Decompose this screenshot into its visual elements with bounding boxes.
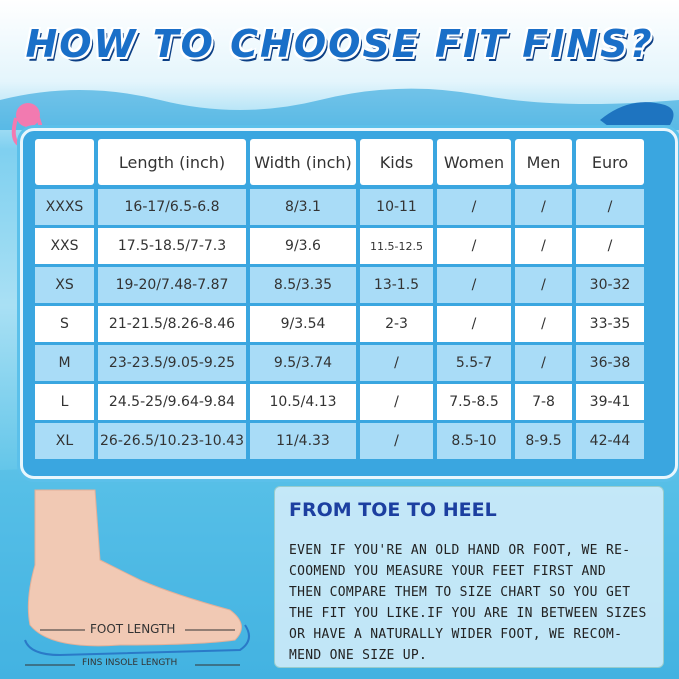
size-cell: XS bbox=[35, 267, 94, 303]
size-cell: M bbox=[35, 345, 94, 381]
table-cell: 33-35 bbox=[576, 306, 644, 342]
table-cell: / bbox=[360, 423, 433, 459]
header-cell bbox=[35, 139, 94, 185]
size-cell: L bbox=[35, 384, 94, 420]
panel-line: OR HAVE A NATURALLY WIDER FOOT, WE RECOM… bbox=[289, 627, 623, 642]
size-cell: S bbox=[35, 306, 94, 342]
table-cell: / bbox=[437, 306, 511, 342]
header-cell: Euro bbox=[576, 139, 644, 185]
title: HOW TO CHOOSE FIT FINS? bbox=[25, 22, 654, 66]
table-cell: 9.5/3.74 bbox=[250, 345, 356, 381]
table-cell: 9/3.6 bbox=[250, 228, 356, 264]
header-cell: Kids bbox=[360, 139, 433, 185]
table-cell: 2-3 bbox=[360, 306, 433, 342]
table-cell: / bbox=[515, 345, 572, 381]
panel-line: COOMEND YOU MEASURE YOUR FEET FIRST AND bbox=[289, 564, 606, 579]
table-cell: 17.5-18.5/7-7.3 bbox=[98, 228, 246, 264]
table-cell: / bbox=[437, 228, 511, 264]
table-cell: 21-21.5/8.26-8.46 bbox=[98, 306, 246, 342]
table-cell: 8.5-10 bbox=[437, 423, 511, 459]
table-cell: / bbox=[576, 228, 644, 264]
table-cell: 36-38 bbox=[576, 345, 644, 381]
size-table: Length (inch) Width (inch) Kids Women Men Eur… bbox=[20, 128, 678, 479]
table-cell: 5.5-7 bbox=[437, 345, 511, 381]
panel-title: FROM TOE TO HEEL bbox=[289, 499, 497, 521]
table-cell: 8/3.1 bbox=[250, 189, 356, 225]
table-cell: 16-17/6.5-6.8 bbox=[98, 189, 246, 225]
info-panel: FROM TOE TO HEEL EVEN IF YOU'RE AN OLD H… bbox=[274, 486, 664, 668]
header-cell: Length (inch) bbox=[98, 139, 246, 185]
panel-line: MEND ONE SIZE UP. bbox=[289, 648, 428, 663]
size-cell: XXXS bbox=[35, 189, 94, 225]
table-cell: / bbox=[360, 345, 433, 381]
panel-line: THEN COMPARE THEM TO SIZE CHART SO YOU G… bbox=[289, 585, 631, 600]
panel-line: THE FIT YOU LIKE.IF YOU ARE IN BETWEEN S… bbox=[289, 606, 647, 621]
table-cell: 9/3.54 bbox=[250, 306, 356, 342]
table-cell: 30-32 bbox=[576, 267, 644, 303]
insole-length-label: FINS INSOLE LENGTH bbox=[82, 658, 178, 668]
table-cell: 39-41 bbox=[576, 384, 644, 420]
table-cell: 13-1.5 bbox=[360, 267, 433, 303]
table-cell: / bbox=[576, 189, 644, 225]
table-cell: 11.5-12.5 bbox=[360, 228, 433, 264]
header-cell: Women bbox=[437, 139, 511, 185]
size-cell: XL bbox=[35, 423, 94, 459]
table-cell: / bbox=[515, 228, 572, 264]
size-cell: XXS bbox=[35, 228, 94, 264]
table-cell: / bbox=[515, 189, 572, 225]
header-cell: Width (inch) bbox=[250, 139, 356, 185]
table-cell: 23-23.5/9.05-9.25 bbox=[98, 345, 246, 381]
table-cell: / bbox=[437, 189, 511, 225]
header-cell: Men bbox=[515, 139, 572, 185]
table-cell: 19-20/7.48-7.87 bbox=[98, 267, 246, 303]
table-cell: 7-8 bbox=[515, 384, 572, 420]
table-cell: / bbox=[515, 306, 572, 342]
table-cell: 42-44 bbox=[576, 423, 644, 459]
table-cell: 8-9.5 bbox=[515, 423, 572, 459]
table-cell: / bbox=[515, 267, 572, 303]
table-cell: 7.5-8.5 bbox=[437, 384, 511, 420]
table-cell: 24.5-25/9.64-9.84 bbox=[98, 384, 246, 420]
table-cell: / bbox=[437, 267, 511, 303]
table-cell: 10.5/4.13 bbox=[250, 384, 356, 420]
foot-length-label: FOOT LENGTH bbox=[90, 622, 176, 636]
table-cell: 11/4.33 bbox=[250, 423, 356, 459]
table-cell: 10-11 bbox=[360, 189, 433, 225]
table-cell: 26-26.5/10.23-10.43 bbox=[98, 423, 246, 459]
table-cell: / bbox=[360, 384, 433, 420]
table-cell: 8.5/3.35 bbox=[250, 267, 356, 303]
panel-line: EVEN IF YOU'RE AN OLD HAND OR FOOT, WE R… bbox=[289, 543, 631, 558]
